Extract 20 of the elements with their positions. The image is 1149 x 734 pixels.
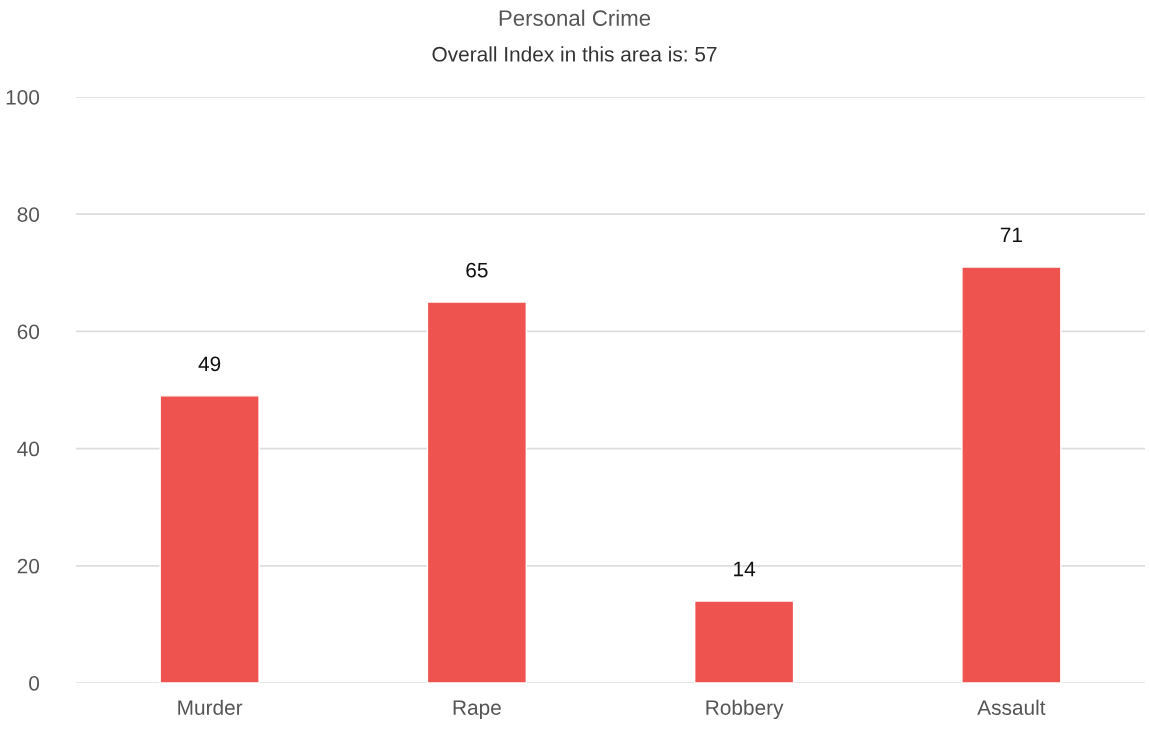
y-tick-label: 20 bbox=[17, 558, 40, 574]
data-label: 65 bbox=[466, 262, 488, 278]
y-tick-label: 80 bbox=[17, 207, 40, 222]
y-tick-label: 60 bbox=[17, 324, 40, 340]
x-tick-label: Murder bbox=[178, 699, 243, 715]
y-tick-label: 100 bbox=[6, 90, 40, 105]
bar bbox=[159, 395, 260, 683]
bar bbox=[961, 266, 1062, 683]
chart-subtitle: Overall Index in this area is: 57 bbox=[432, 46, 717, 62]
x-tick-label: Rape bbox=[453, 700, 501, 720]
y-tick-label: 40 bbox=[17, 441, 40, 457]
y-tick-label: 0 bbox=[29, 676, 40, 691]
bar bbox=[693, 600, 795, 683]
x-tick-label: Robbery bbox=[706, 699, 784, 720]
bar bbox=[426, 301, 528, 683]
data-label: 14 bbox=[734, 561, 756, 577]
chart-title: Personal Crime bbox=[499, 9, 651, 26]
data-label: 49 bbox=[198, 356, 221, 372]
x-tick-label: Assault bbox=[977, 699, 1046, 715]
data-label: 71 bbox=[1000, 227, 1022, 243]
